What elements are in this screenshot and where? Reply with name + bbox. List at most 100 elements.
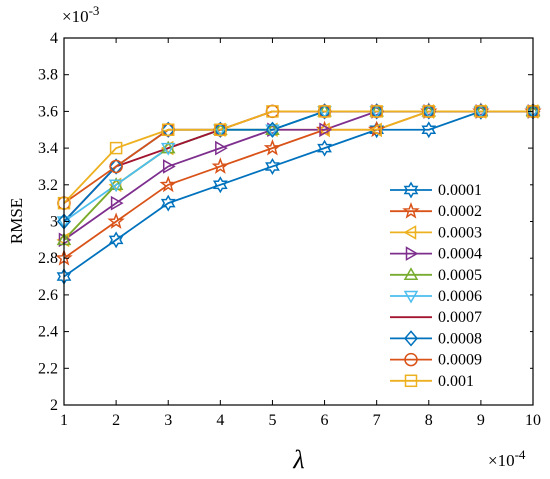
series-lines bbox=[63, 110, 533, 278]
data-point bbox=[161, 121, 176, 138]
y-exponent-base: ×10 bbox=[62, 7, 89, 26]
data-point bbox=[213, 121, 228, 138]
x-tick-label: 5 bbox=[268, 412, 276, 429]
legend-label: 0.0001 bbox=[438, 182, 482, 199]
y-tick-label: 2 bbox=[50, 397, 58, 414]
x-axis-label: λ bbox=[292, 445, 304, 474]
data-point bbox=[319, 122, 333, 138]
x-tick-label: 2 bbox=[112, 412, 120, 429]
legend: 0.0001 0.0002 0.0003 0.0004 0.0005 0.0006 0.00… bbox=[384, 178, 530, 398]
data-point bbox=[421, 106, 437, 119]
data-point bbox=[317, 106, 332, 119]
legend-label: 0.0007 bbox=[438, 309, 482, 326]
y-tick-label: 3.8 bbox=[38, 67, 58, 84]
data-point bbox=[109, 158, 124, 175]
y-tick-label: 3 bbox=[50, 214, 58, 231]
y-tick-label: 4 bbox=[50, 30, 58, 47]
data-point bbox=[474, 105, 488, 118]
y-tick-label: 3.6 bbox=[38, 103, 58, 120]
y-exponent-label: ×10-3 bbox=[62, 3, 99, 26]
series-line-0.001 bbox=[63, 110, 533, 204]
legend-marker bbox=[403, 267, 419, 281]
legend-label: 0.0006 bbox=[438, 288, 482, 305]
x-tick-label: 7 bbox=[373, 412, 381, 429]
y-axis-label: RMSE bbox=[7, 198, 26, 244]
data-point bbox=[266, 105, 279, 118]
data-point bbox=[369, 106, 384, 119]
legend-marker bbox=[404, 330, 418, 347]
data-point bbox=[110, 195, 124, 211]
legend-marker bbox=[403, 225, 417, 240]
legend-marker bbox=[403, 181, 419, 199]
y-tick-label: 2.6 bbox=[38, 287, 58, 304]
legend-label: 0.0008 bbox=[438, 330, 482, 347]
legend-label: 0.0009 bbox=[438, 352, 482, 369]
data-point bbox=[160, 194, 176, 212]
data-point bbox=[422, 105, 436, 118]
data-point bbox=[473, 106, 489, 119]
y-tick-label: 3.2 bbox=[38, 177, 58, 194]
data-point bbox=[108, 231, 124, 249]
y-axis: 2 2.2 2.4 2.6 2.8 3 3.2 3.4 3.6 3.8 4 bbox=[38, 30, 533, 414]
x-tick-label: 10 bbox=[525, 412, 541, 429]
data-point bbox=[421, 103, 436, 120]
data-point bbox=[211, 157, 230, 174]
data-point bbox=[107, 212, 125, 229]
legend-label: 0.0003 bbox=[438, 224, 482, 241]
data-point bbox=[423, 104, 437, 119]
x-exponent-base: ×10 bbox=[488, 451, 515, 470]
legend-marker bbox=[403, 290, 419, 304]
x-tick-label: 6 bbox=[321, 412, 329, 429]
y-tick-label: 2.8 bbox=[38, 250, 58, 267]
legend-label: 0.0002 bbox=[438, 203, 482, 220]
data-point bbox=[371, 104, 385, 119]
data-point bbox=[265, 121, 280, 138]
data-point bbox=[160, 142, 176, 156]
data-point bbox=[317, 103, 332, 120]
data-point bbox=[213, 124, 228, 138]
data-point bbox=[267, 122, 280, 138]
data-point bbox=[369, 103, 384, 120]
legend-label: 0.0005 bbox=[438, 267, 482, 284]
data-point bbox=[212, 122, 226, 138]
data-point bbox=[263, 138, 282, 156]
data-point bbox=[214, 123, 227, 136]
data-point bbox=[318, 105, 331, 118]
series-markers bbox=[55, 102, 542, 286]
data-point bbox=[58, 232, 72, 248]
x-axis: 1 2 3 4 5 6 7 8 9 10 bbox=[60, 38, 541, 429]
legend-marker bbox=[404, 352, 418, 367]
data-point bbox=[369, 122, 382, 138]
data-point bbox=[160, 140, 174, 156]
data-point bbox=[215, 140, 228, 156]
data-point bbox=[475, 104, 489, 119]
x-tick-label: 4 bbox=[216, 412, 224, 429]
y-exponent-power: -3 bbox=[89, 3, 100, 18]
data-point bbox=[265, 157, 280, 175]
data-point bbox=[159, 175, 177, 193]
data-point bbox=[161, 123, 175, 136]
data-point bbox=[370, 105, 383, 118]
data-point bbox=[109, 141, 123, 155]
data-point bbox=[212, 176, 228, 194]
x-tick-label: 1 bbox=[60, 412, 68, 429]
x-tick-label: 3 bbox=[164, 412, 172, 429]
legend-marker bbox=[404, 374, 418, 388]
x-tick-label: 9 bbox=[477, 412, 485, 429]
data-point bbox=[162, 159, 176, 174]
legend-marker bbox=[405, 246, 419, 261]
x-exponent-power: -4 bbox=[515, 447, 526, 462]
x-exponent-label: ×10-4 bbox=[488, 447, 526, 470]
legend-marker bbox=[402, 202, 420, 219]
y-tick-label: 2.2 bbox=[38, 360, 58, 377]
data-point bbox=[109, 159, 123, 174]
data-point bbox=[473, 103, 488, 120]
x-tick-label: 8 bbox=[425, 412, 433, 429]
legend-label: 0.001 bbox=[438, 373, 474, 390]
data-point bbox=[317, 139, 332, 157]
data-point bbox=[108, 177, 122, 193]
series-line-0.0001 bbox=[63, 110, 533, 278]
data-point bbox=[421, 121, 437, 139]
